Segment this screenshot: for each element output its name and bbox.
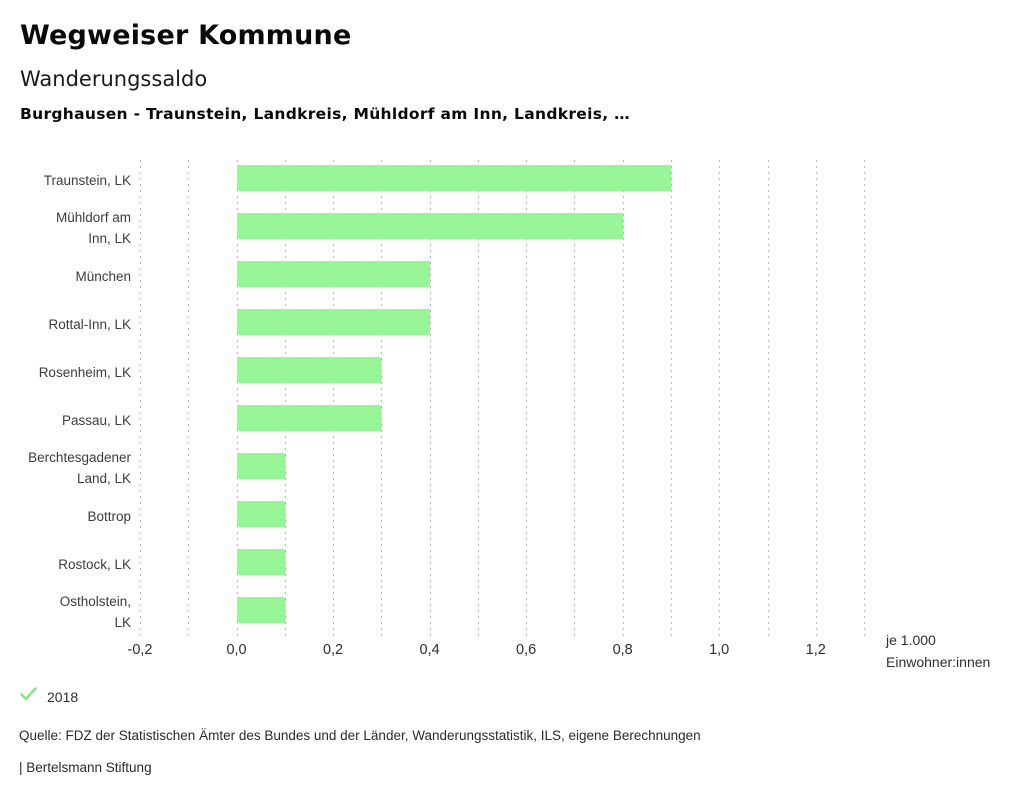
x-tick-label: 0,4 xyxy=(419,642,440,658)
page-title: Wegweiser Kommune xyxy=(20,20,352,51)
category-label: Traunstein, LK xyxy=(43,172,131,188)
gridline xyxy=(815,160,817,636)
gridline xyxy=(622,160,624,636)
x-tick-label: 0,2 xyxy=(322,642,344,658)
chart-title: Wanderungssaldo xyxy=(20,67,208,91)
legend-item-2018[interactable]: 2018 xyxy=(20,687,78,706)
bar-passau-lk[interactable] xyxy=(236,405,382,431)
axis-unit-label: je 1.000 Einwohner:innen xyxy=(886,630,990,673)
bar-ostholstein-lk[interactable] xyxy=(236,597,285,623)
axis-unit-line1: je 1.000 xyxy=(886,632,936,648)
gridline xyxy=(477,160,479,636)
bar-rostock-lk[interactable] xyxy=(236,549,285,575)
bar-traunstein-lk[interactable] xyxy=(236,165,671,191)
x-tick-label: 0,6 xyxy=(516,642,537,658)
category-label: Bottrop xyxy=(87,508,131,524)
category-label: Rottal-Inn, LK xyxy=(48,316,131,332)
chart-plot-area xyxy=(140,156,865,636)
gridline xyxy=(284,160,286,636)
checkmark-icon xyxy=(20,687,37,706)
gridline xyxy=(429,160,431,636)
gridline xyxy=(236,160,238,636)
gridline xyxy=(140,160,141,636)
x-tick-label: -0,2 xyxy=(127,642,153,658)
x-tick-label: 0,8 xyxy=(612,642,633,658)
gridline xyxy=(670,160,672,636)
gridline xyxy=(719,160,721,636)
bar-m-hldorf-am-inn-lk[interactable] xyxy=(236,213,623,239)
gridline xyxy=(574,160,576,636)
x-tick-label: 0,0 xyxy=(226,642,247,658)
bar-bottrop[interactable] xyxy=(236,501,285,527)
gridline xyxy=(381,160,383,636)
axis-unit-line2: Einwohner:innen xyxy=(886,653,991,670)
comparison-subtitle: Burghausen - Traunstein, Landkreis, Mühl… xyxy=(20,105,630,123)
category-label: München xyxy=(75,268,131,284)
gridline xyxy=(864,160,865,636)
bar-rottal-inn-lk[interactable] xyxy=(236,309,430,335)
bar-m-nchen[interactable] xyxy=(236,261,430,287)
x-tick-label: 1,2 xyxy=(805,642,826,658)
category-label: Rostock, LK xyxy=(58,556,131,572)
source-text: Quelle: FDZ der Statistischen Ämter des … xyxy=(19,728,701,743)
attribution-text: | Bertelsmann Stiftung xyxy=(19,760,152,775)
bar-rosenheim-lk[interactable] xyxy=(236,357,382,383)
legend-year-label: 2018 xyxy=(47,688,79,705)
gridline xyxy=(767,160,769,636)
x-tick-label: 1,0 xyxy=(709,642,730,658)
category-label: Passau, LK xyxy=(61,412,131,428)
gridline xyxy=(526,160,528,636)
category-label: Mühldorf am Inn, LK xyxy=(55,210,131,246)
category-label: Rosenheim, LK xyxy=(38,364,131,380)
bar-berchtesgadener-land-lk[interactable] xyxy=(236,453,285,479)
category-label: Ostholstein, LK xyxy=(59,594,131,630)
gridline xyxy=(333,160,335,636)
gridline xyxy=(188,160,190,636)
category-label: Berchtesgadener Land, LK xyxy=(28,450,131,486)
